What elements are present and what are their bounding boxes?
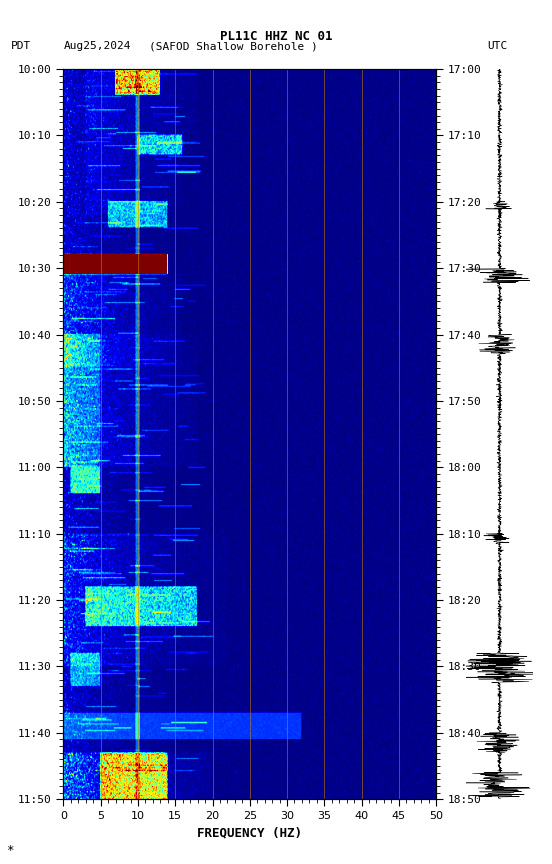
Text: *: * <box>6 843 13 856</box>
Text: Aug25,2024: Aug25,2024 <box>63 41 131 52</box>
Text: UTC: UTC <box>487 41 508 52</box>
Text: PDT: PDT <box>11 41 31 52</box>
X-axis label: FREQUENCY (HZ): FREQUENCY (HZ) <box>197 827 302 840</box>
Text: (SAFOD Shallow Borehole ): (SAFOD Shallow Borehole ) <box>149 41 318 52</box>
Text: PL11C HHZ NC 01: PL11C HHZ NC 01 <box>220 30 332 43</box>
